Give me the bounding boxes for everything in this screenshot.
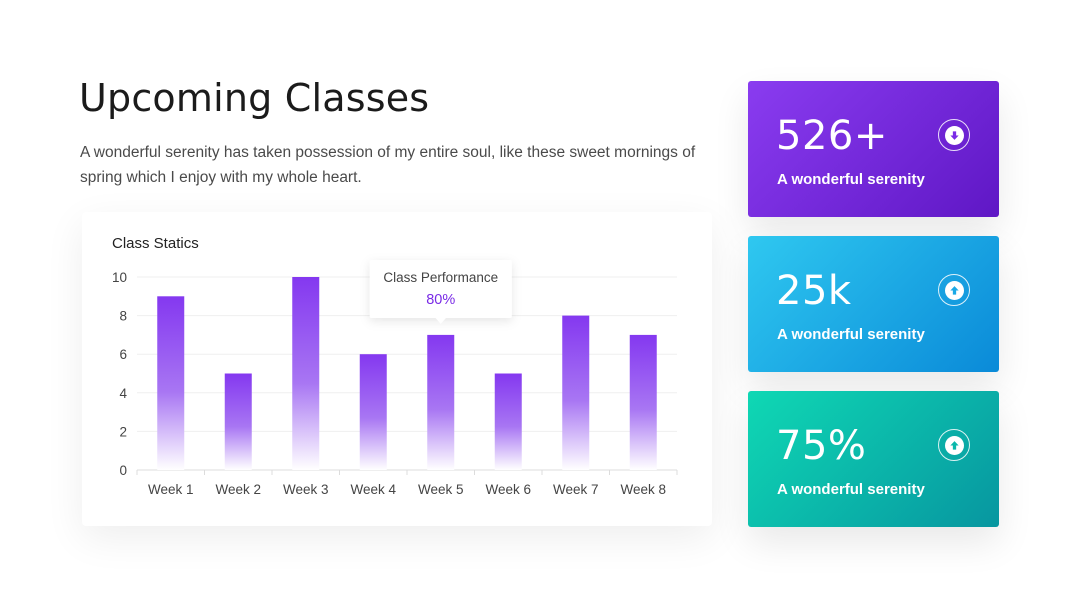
stat-value: 75% (776, 423, 867, 469)
stat-label: A wonderful serenity (777, 481, 925, 498)
y-tick-label: 2 (119, 424, 127, 439)
bar-chart: Class Statics 0 2 4 6 8 10 Week 1 Week 2 Week 3… (112, 235, 678, 497)
y-tick-label: 10 (112, 270, 127, 285)
stat-label: A wonderful serenity (777, 171, 925, 188)
x-tick-label: Week 6 (485, 482, 531, 497)
stat-value: 526+ (776, 113, 888, 159)
arrow-up-icon[interactable] (938, 429, 970, 461)
x-tick-label: Week 2 (215, 482, 261, 497)
page-description: A wonderful serenity has taken possessio… (80, 144, 696, 186)
x-tick-label: Week 7 (553, 482, 599, 497)
page-title: Upcoming Classes (79, 76, 430, 120)
stat-label: A wonderful serenity (777, 326, 925, 343)
x-tick-label: Week 4 (350, 482, 396, 497)
bar[interactable] (292, 277, 320, 470)
bar[interactable] (562, 315, 590, 470)
bar[interactable] (359, 354, 387, 470)
y-tick-label: 8 (119, 309, 127, 324)
tooltip-value: 80% (426, 292, 455, 308)
chart-card: Class Statics 0 2 4 6 8 10 Week 1 Week 2 Week 3… (82, 212, 712, 526)
bar[interactable] (157, 296, 185, 470)
y-tick-label: 4 (119, 386, 127, 401)
bar[interactable] (494, 373, 522, 471)
chart-tooltip: Class Performance 80% (369, 260, 512, 324)
bar[interactable] (427, 334, 455, 470)
arrow-down-icon[interactable] (938, 119, 970, 151)
stat-card: 75% A wonderful serenity (748, 391, 999, 527)
bar[interactable] (224, 373, 252, 471)
chart-title: Class Statics (112, 235, 199, 252)
arrow-up-icon[interactable] (938, 274, 970, 306)
y-tick-label: 0 (119, 463, 127, 478)
x-tick-label: Week 5 (418, 482, 464, 497)
stat-value: 25k (776, 268, 852, 314)
bar[interactable] (629, 334, 657, 470)
tooltip-label: Class Performance (383, 270, 498, 285)
x-tick-label: Week 1 (148, 482, 194, 497)
x-tick-label: Week 3 (283, 482, 329, 497)
stat-card: 526+ A wonderful serenity (748, 81, 999, 217)
x-tick-label: Week 8 (620, 482, 666, 497)
y-tick-label: 6 (119, 347, 127, 362)
stat-card: 25k A wonderful serenity (748, 236, 999, 372)
